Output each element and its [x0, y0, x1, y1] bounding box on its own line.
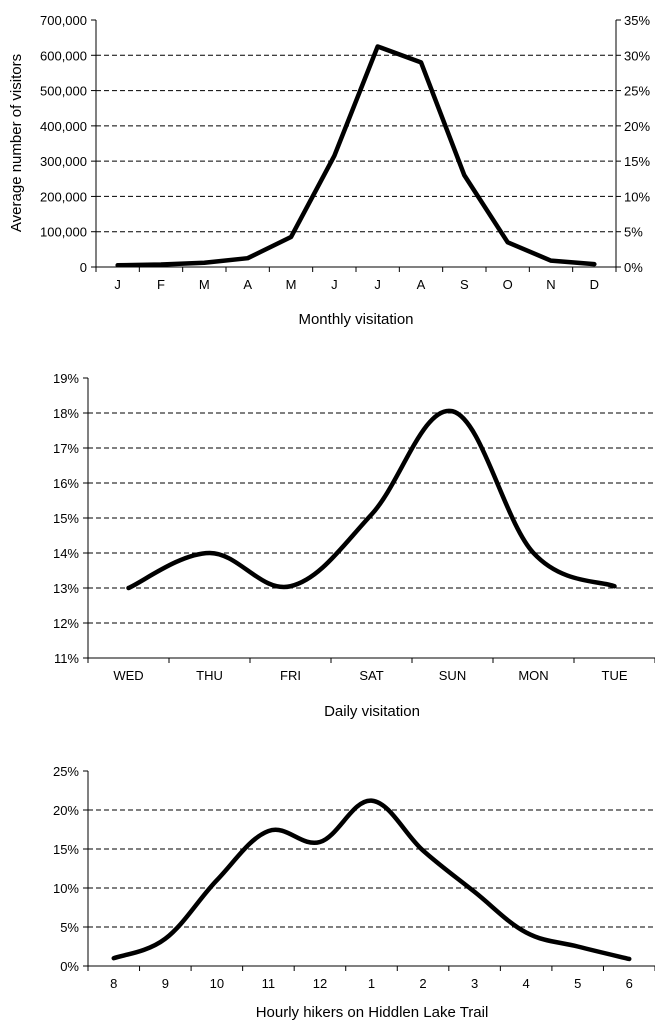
y-tick-label: 17% — [53, 441, 79, 456]
x-axis-label: Monthly visitation — [298, 311, 413, 328]
y-axis-label: Average number of visitors — [8, 54, 25, 232]
x-tick-label: M — [286, 277, 297, 292]
y-tick-label: 300,000 — [40, 154, 87, 169]
y-tick-labels: 0% 5% 10% 15% 20% 25% — [53, 764, 79, 974]
y-tick-label: 13% — [53, 581, 79, 596]
x-tick-label: MON — [518, 668, 548, 683]
x-tick-label: 11 — [262, 976, 276, 991]
x-tick-label: J — [331, 277, 338, 292]
x-tick-label: 4 — [523, 976, 530, 991]
y-tick-label: 700,000 — [40, 13, 87, 28]
x-tick-label: J — [374, 277, 381, 292]
y2-tick-label: 10% — [624, 189, 650, 204]
x-tick-label: SAT — [359, 668, 383, 683]
x-tick-label: 1 — [368, 976, 375, 991]
y-tick-label: 0% — [60, 959, 79, 974]
y-tick-label: 5% — [60, 920, 79, 935]
x-tick-labels: 8 9 10 11 12 1 2 3 4 5 6 — [110, 976, 633, 991]
x-tick-label: J — [114, 277, 121, 292]
y-tick-label: 12% — [53, 616, 79, 631]
grid-lines — [96, 54, 616, 233]
y-tick-label: 18% — [53, 406, 79, 421]
y2-tick-label: 35% — [624, 13, 650, 28]
x-tick-label: M — [199, 277, 210, 292]
x-tick-label: F — [157, 277, 165, 292]
x-tick-label: 3 — [471, 976, 478, 991]
y-tick-label: 100,000 — [40, 225, 87, 240]
grid-lines — [88, 809, 655, 928]
y-tick-label: 10% — [53, 881, 79, 896]
x-tick-label: 2 — [419, 976, 426, 991]
series — [111, 798, 632, 962]
x-tick-label: 5 — [574, 976, 581, 991]
series — [126, 408, 617, 591]
axes — [83, 770, 655, 971]
y-tick-label: 500,000 — [40, 84, 87, 99]
y-tick-label: 15% — [53, 842, 79, 857]
x-tick-label: O — [503, 277, 513, 292]
x-tick-label: N — [546, 277, 555, 292]
y-tick-label: 25% — [53, 764, 79, 779]
x-tick-label: A — [243, 277, 252, 292]
x-axis-label: Hourly hikers on Hiddlen Lake Trail — [256, 1004, 489, 1021]
y2-tick-label: 20% — [624, 119, 650, 134]
y2-tick-label: 0% — [624, 260, 643, 275]
y-tick-labels: 11% 12% 13% 14% 15% 16% 17% 18% 19% — [53, 371, 79, 666]
y-tick-label: 20% — [53, 803, 79, 818]
y-tick-label: 0 — [80, 260, 87, 275]
y2-tick-labels: 0% 5% 10% 15% 20% 25% 30% 35% — [624, 13, 650, 275]
daily-visitation-chart: 11% 12% 13% 14% 15% 16% 17% 18% 19% WED THU FRI SAT… — [53, 371, 655, 720]
monthly-visitation-chart: 0 100,000 200,000 300,000 400,000 500,000 600,… — [8, 13, 650, 328]
axes — [83, 377, 655, 663]
axes — [91, 19, 621, 272]
x-tick-label: A — [417, 277, 426, 292]
x-tick-label: 9 — [162, 976, 169, 991]
x-tick-label: 6 — [626, 976, 633, 991]
series-line — [111, 798, 632, 962]
x-tick-label: 10 — [210, 976, 224, 991]
y2-tick-label: 5% — [624, 225, 643, 240]
hourly-hikers-chart: 0%5%10%15%20%25% 8 9 10 11 12 1 2 3 4 5 6 Hourly h… — [53, 764, 655, 1021]
y-tick-label: 400,000 — [40, 119, 87, 134]
x-tick-label: 12 — [313, 976, 327, 991]
x-tick-label: WED — [113, 668, 143, 683]
series — [115, 44, 597, 268]
y-tick-label: 15% — [53, 511, 79, 526]
y-tick-label: 200,000 — [40, 189, 87, 204]
x-tick-label: THU — [196, 668, 223, 683]
y-tick-label: 600,000 — [40, 48, 87, 63]
y-tick-label: 11% — [54, 651, 79, 666]
series-line — [115, 44, 597, 268]
y-tick-labels: 0 100,000 200,000 300,000 400,000 500,000 600,… — [40, 13, 87, 275]
x-tick-label: FRI — [280, 668, 301, 683]
x-tick-labels: WED THU FRI SAT SUN MON TUE — [113, 668, 628, 683]
y2-tick-label: 30% — [624, 48, 650, 63]
grid-lines — [88, 412, 655, 624]
series-line — [126, 408, 617, 591]
x-tick-label: S — [460, 277, 469, 292]
y-tick-label: 19% — [53, 371, 79, 386]
y2-tick-label: 25% — [624, 84, 650, 99]
x-tick-label: SUN — [439, 668, 466, 683]
y2-tick-label: 15% — [624, 154, 650, 169]
x-tick-label: TUE — [602, 668, 628, 683]
y-tick-label: 14% — [53, 546, 79, 561]
y-tick-label: 16% — [53, 476, 79, 491]
x-tick-label: 8 — [110, 976, 117, 991]
x-tick-label: D — [590, 277, 599, 292]
x-axis-label: Daily visitation — [324, 703, 420, 720]
